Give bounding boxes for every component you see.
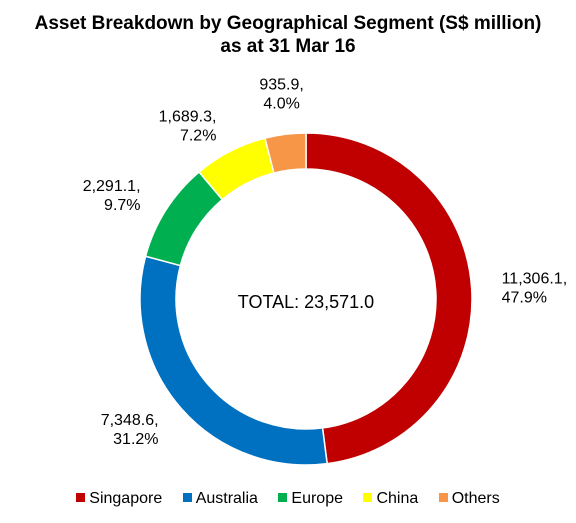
slice-percent-label: 31.2% (113, 431, 158, 448)
legend-swatch (363, 493, 373, 502)
slice-singapore (305, 132, 473, 465)
slice-value-label: 11,306.1, (502, 270, 568, 287)
chart-legend: Singapore Australia Europe China Others (0, 490, 576, 508)
slice-label-others: 935.9, 4.0% (259, 77, 303, 113)
legend-item-singapore: Singapore (76, 490, 162, 508)
legend-item-australia: Australia (182, 490, 258, 508)
legend-swatch (76, 493, 86, 502)
slice-label-europe: 2,291.1, 9.7% (83, 178, 141, 214)
slice-australia (139, 255, 328, 466)
legend-swatch (438, 493, 448, 502)
legend-swatch (182, 493, 192, 502)
chart-title-line1: Asset Breakdown by Geographical Segment … (34, 13, 542, 34)
legend-label: China (376, 490, 419, 507)
slice-percent-label: 7.2% (180, 128, 216, 145)
legend-label: Singapore (89, 490, 163, 507)
legend-item-others: Others (438, 490, 500, 508)
slice-value-label: 7,348.6, (101, 412, 159, 429)
slice-label-china: 1,689.3, 7.2% (159, 109, 217, 145)
chart-title-line2: as at 31 Mar 16 (220, 36, 356, 57)
slice-others (264, 132, 307, 174)
slice-value-label: 1,689.3, (159, 109, 217, 126)
donut-slices (139, 132, 473, 466)
slice-value-label: 935.9, (259, 77, 303, 94)
legend-label: Others (451, 490, 500, 507)
slice-value-label: 2,291.1, (83, 178, 141, 195)
chart-title: Asset Breakdown by Geographical Segment … (0, 12, 576, 58)
legend-label: Australia (195, 490, 258, 507)
legend-item-china: China (363, 490, 418, 508)
slice-percent-label: 4.0% (263, 96, 299, 113)
slice-label-australia: 7,348.6, 31.2% (101, 412, 159, 448)
legend-swatch (278, 493, 288, 502)
slice-label-singapore: 11,306.1, 47.9% (502, 270, 568, 306)
total-label: TOTAL: 23,571.0 (238, 292, 374, 312)
legend-item-europe: Europe (278, 490, 343, 508)
slice-percent-label: 47.9% (502, 289, 547, 306)
legend-label: Europe (291, 490, 343, 507)
slice-percent-label: 9.7% (104, 197, 140, 214)
slice-labels: 11,306.1, 47.9% 7,348.6, 31.2% 2,291.1, 9.7% 1… (83, 77, 567, 449)
